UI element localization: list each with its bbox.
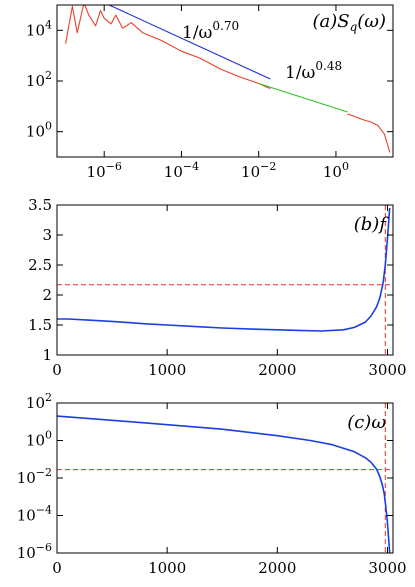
y-tick-label: 10−4 — [17, 504, 52, 525]
plot-area — [57, 403, 393, 553]
series-line-curve-0 — [57, 207, 391, 332]
y-tick-label: 2 — [42, 286, 52, 304]
y-tick-label: 10−6 — [17, 541, 52, 562]
fit-annotation: 1/ω0.70 — [182, 19, 239, 43]
x-tick-label: 10−6 — [87, 160, 122, 181]
y-tick-label: 104 — [26, 18, 52, 39]
x-tick-label: 10−4 — [164, 160, 199, 181]
series-line-raw_spectrum-1 — [347, 113, 391, 153]
x-tick-label: 3000 — [368, 361, 406, 379]
x-tick-label: 100 — [323, 160, 349, 181]
chart-panel-2: 0 1000 2000 3000 1 1.5 2 2.5 3 3.5 (b)f — [28, 196, 406, 379]
y-tick-label: 100 — [26, 429, 52, 450]
axes-frame — [56, 402, 394, 554]
y-tick-label: 1.5 — [28, 316, 52, 334]
x-tick-label: 1000 — [148, 361, 186, 379]
axes-frame — [56, 204, 394, 356]
series-line-fit_high-3 — [258, 82, 348, 113]
y-tick-label: 102 — [26, 69, 52, 90]
x-tick-label: 3000 — [368, 559, 406, 577]
fit-annotation: 1/ω0.48 — [285, 59, 342, 83]
y-tick-label: 10−2 — [17, 466, 52, 487]
series-line-raw_spectrum-0 — [65, 5, 271, 90]
panel-label: (c)ω — [347, 412, 386, 433]
y-tick-label: 100 — [26, 120, 52, 141]
x-tick-label: 0 — [52, 361, 62, 379]
x-tick-label: 2000 — [258, 559, 296, 577]
series-line-fit_low-2 — [107, 5, 271, 80]
y-tick-label: 2.5 — [28, 256, 52, 274]
x-tick-label: 2000 — [258, 361, 296, 379]
x-tick-label: 1000 — [148, 559, 186, 577]
panel-label: (b)f — [354, 214, 390, 235]
x-tick-label: 10−2 — [241, 160, 276, 181]
chart-panel-3: 0 1000 2000 3000 102 100 10−2 10−4 10−6 (c)ω — [17, 391, 407, 577]
y-tick-label: 102 — [26, 391, 52, 412]
chart-panel-1: 10−6 10−4 10−2 100 100 102 104 (a)Sq(ω) 1/ω0.70 1… — [26, 4, 394, 181]
x-tick-label: 0 — [52, 559, 62, 577]
y-tick-label: 3.5 — [28, 196, 52, 214]
y-tick-label: 3 — [42, 226, 52, 244]
plot-area — [57, 205, 393, 355]
panel-label: (a)Sq(ω) — [312, 11, 386, 34]
series-line-curve-0 — [57, 415, 391, 553]
y-tick-label: 1 — [42, 346, 52, 364]
